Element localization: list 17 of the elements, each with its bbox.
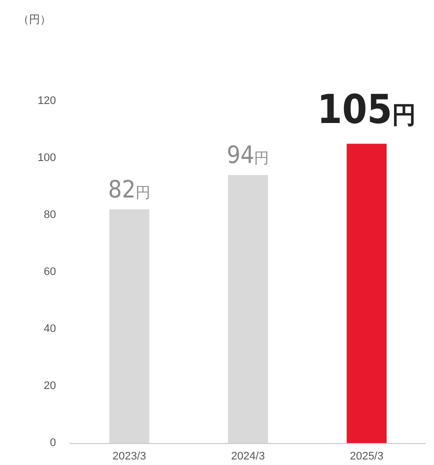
bar [109, 209, 150, 443]
x-tick-label: 2025/3 [350, 450, 384, 462]
y-tick-label: 100 [38, 152, 56, 164]
y-tick-label: 60 [44, 266, 56, 278]
bar [346, 144, 387, 443]
y-tick-label: 20 [44, 380, 56, 392]
x-tick-label: 2023/3 [112, 450, 146, 462]
data-label: 82円 [108, 175, 151, 204]
bar [228, 175, 268, 443]
y-tick-label: 0 [50, 437, 56, 449]
data-label: 105円 [317, 86, 416, 133]
text: （円） [18, 13, 51, 26]
y-tick-label: 120 [38, 95, 56, 107]
data-label: 94円 [226, 141, 270, 170]
y-tick-label: 40 [44, 323, 56, 335]
x-tick-label: 2024/3 [231, 450, 265, 462]
y-tick-label: 80 [44, 209, 56, 221]
